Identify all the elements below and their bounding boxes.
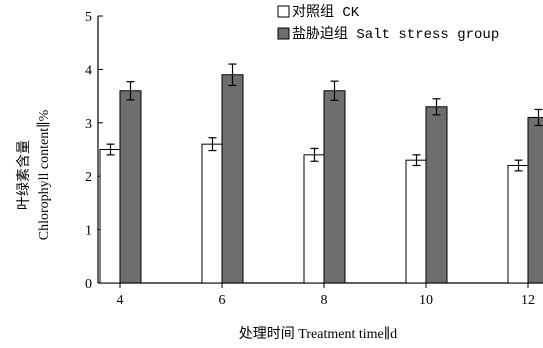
y-axis-title-cn: 叶绿素含量 [16,140,32,210]
y-tick-label: 5 [85,10,92,25]
y-tick-label: 2 [85,170,92,185]
bar-salt-stress [221,74,244,284]
y-tick-label: 1 [85,224,92,239]
bar-salt-stress [119,90,142,284]
x-tick-label: 6 [219,293,226,308]
legend-swatch-ck [277,5,290,18]
x-tick-label: 12 [521,293,535,308]
bar-salt-stress [323,90,346,284]
bar-ck [507,165,530,284]
x-tick-label: 8 [321,293,328,308]
bars-group [99,63,543,284]
legend-label-salt: 盐胁迫组 Salt stress group [292,26,499,43]
bar-ck [201,143,224,284]
y-axis-title-en: Chlorophyll content∥% [36,109,52,240]
bar-salt-stress [527,116,543,284]
bar-ck [405,159,428,284]
y-tick-label: 0 [85,277,92,292]
y-tick-label: 3 [85,117,92,132]
bar-ck [303,154,326,284]
x-tick-label: 4 [117,293,124,308]
bar-salt-stress [425,106,448,284]
x-tick-label: 10 [419,293,433,308]
x-axis-title: 处理时间 Treatment time∥d [239,326,397,342]
legend-label-ck: 对照组 CK [292,4,360,21]
y-tick-label: 4 [85,63,92,78]
y-axis: 0 1 2 3 4 5 [85,10,103,292]
bar-ck [99,149,122,284]
legend-swatch-salt [277,27,290,40]
x-axis: 4 6 8 10 12 [98,282,543,308]
legend: 对照组 CK 盐胁迫组 Salt stress group [277,4,499,43]
